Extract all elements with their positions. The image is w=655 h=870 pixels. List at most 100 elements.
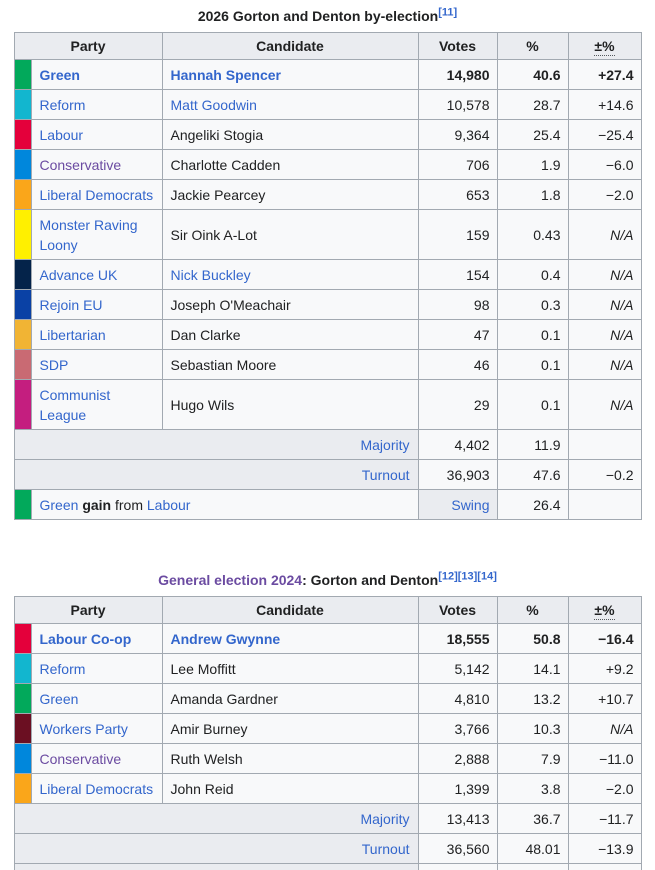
votes-cell: 18,555	[417, 623, 498, 654]
caption-text: 2026 Gorton and Denton by-election	[197, 8, 439, 24]
votes-cell: 47	[417, 319, 498, 350]
header-row: Party Candidate Votes % ±%	[13, 596, 642, 624]
votes-cell: 29	[417, 379, 498, 430]
result-party-link[interactable]: Green	[39, 497, 79, 513]
votes-cell: 14,980	[417, 59, 498, 90]
candidate-link[interactable]: Andrew Gwynne	[170, 631, 281, 647]
candidate-name: Amanda Gardner	[170, 691, 278, 707]
party-link[interactable]: League	[39, 407, 87, 423]
party-link[interactable]: SDP	[39, 357, 69, 373]
party-link[interactable]: Green	[39, 691, 79, 707]
party-cell: Communist League	[30, 379, 163, 430]
change-cell: N/A	[567, 289, 642, 320]
party-link[interactable]: Green	[39, 67, 80, 83]
party-cell: Advance UK	[30, 259, 163, 290]
turnout-link[interactable]: Turnout	[361, 841, 410, 857]
change-cell: +14.6	[567, 89, 642, 120]
candidate-cell: Sir Oink A-Lot	[161, 209, 419, 260]
party-cell: Green	[30, 683, 163, 714]
change-cell: −6.0	[567, 149, 642, 180]
party-link[interactable]: Advance UK	[39, 267, 118, 283]
party-cell: Reform	[30, 653, 163, 684]
majority-link[interactable]: Majority	[360, 437, 410, 453]
change-cell: N/A	[567, 319, 642, 350]
column-header-percent: %	[496, 596, 569, 624]
votes-cell: 36,560	[417, 833, 498, 864]
party-link[interactable]: Communist	[39, 387, 111, 403]
column-header-party: Party	[13, 32, 163, 60]
candidate-cell: Amir Burney	[161, 713, 419, 744]
change-cell: N/A	[567, 209, 642, 260]
party-link[interactable]: Conservative	[39, 751, 122, 767]
plus-minus-percent-abbr[interactable]: ±%	[594, 602, 615, 620]
candidate-name: Dan Clarke	[170, 327, 241, 343]
change-cell	[567, 489, 642, 520]
percent-cell: 0.1	[496, 379, 569, 430]
caption-election-link[interactable]: General election 2024	[158, 572, 303, 588]
party-link[interactable]: Reform	[39, 661, 86, 677]
percent-cell: 14.1	[496, 653, 569, 684]
candidate-cell: Dan Clarke	[161, 319, 419, 350]
column-header-percent: %	[496, 32, 569, 60]
majority-row: Majority 13,413 36.7 −11.7	[13, 803, 642, 834]
votes-cell: 5,142	[417, 653, 498, 684]
column-header-party: Party	[13, 596, 163, 624]
candidate-cell: Ruth Welsh	[161, 743, 419, 774]
candidate-name: Sebastian Moore	[170, 357, 277, 373]
candidate-cell: Hannah Spencer	[161, 59, 419, 90]
candidate-cell: John Reid	[161, 773, 419, 804]
summary-label-cell	[13, 863, 419, 870]
candidate-link[interactable]: Hannah Spencer	[170, 67, 281, 83]
percent-cell: 10.3	[496, 713, 569, 744]
party-link[interactable]: Loony	[39, 237, 78, 253]
turnout-link[interactable]: Turnout	[361, 467, 410, 483]
summary-label-cell: Majority	[13, 803, 419, 834]
party-link[interactable]: Rejoin EU	[39, 297, 103, 313]
majority-link[interactable]: Majority	[360, 811, 410, 827]
party-color-swatch	[13, 683, 32, 714]
party-color-swatch	[13, 289, 32, 320]
party-color-swatch	[13, 653, 32, 684]
percent-cell: 48.01	[496, 833, 569, 864]
party-link[interactable]: Libertarian	[39, 327, 106, 343]
percent-cell: 11.9	[496, 429, 569, 460]
party-link[interactable]: Reform	[39, 97, 86, 113]
result-party-link[interactable]: Labour	[146, 497, 191, 513]
party-cell: Liberal Democrats	[30, 179, 163, 210]
header-row: Party Candidate Votes % ±%	[13, 32, 642, 60]
change-cell: +9.2	[567, 653, 642, 684]
result-row-labour: Labour Angeliki Stogia 9,364 25.4 −25.4	[13, 119, 642, 150]
plus-minus-percent-abbr[interactable]: ±%	[594, 38, 615, 56]
votes-cell: 46	[417, 349, 498, 380]
general-election-2024-tbody: Labour Co-op Andrew Gwynne 18,555 50.8 −16.4…	[13, 623, 642, 870]
footnote-reference[interactable]: [11]	[438, 6, 458, 19]
candidate-link[interactable]: Matt Goodwin	[170, 97, 257, 113]
party-link[interactable]: Liberal Democrats	[39, 781, 154, 797]
party-color-swatch	[13, 623, 32, 654]
votes-cell: 98	[417, 289, 498, 320]
change-cell	[567, 429, 642, 460]
party-link[interactable]: Conservative	[39, 157, 122, 173]
party-cell: SDP	[30, 349, 163, 380]
candidate-cell: Jackie Pearcey	[161, 179, 419, 210]
footnote-reference[interactable]: [12][13][14]	[438, 570, 497, 583]
party-link[interactable]: Workers Party	[39, 721, 128, 737]
percent-cell: 40.6	[496, 59, 569, 90]
party-color-swatch	[13, 773, 32, 804]
change-cell: −0.2	[567, 459, 642, 490]
swing-link[interactable]: Swing	[451, 497, 490, 513]
result-text: from	[111, 497, 147, 513]
summary-label-cell: Turnout	[13, 459, 419, 490]
general-election-2024-caption: General election 2024: Gorton and Denton…	[13, 570, 642, 596]
votes-cell: 13,413	[417, 803, 498, 834]
party-cell: Workers Party	[30, 713, 163, 744]
candidate-link[interactable]: Nick Buckley	[170, 267, 251, 283]
party-link[interactable]: Liberal Democrats	[39, 187, 154, 203]
result-row-advance-uk: Advance UK Nick Buckley 154 0.4 N/A	[13, 259, 642, 290]
party-color-swatch	[13, 119, 32, 150]
change-cell: N/A	[567, 379, 642, 430]
party-link[interactable]: Monster Raving	[39, 217, 138, 233]
party-link[interactable]: Labour Co-op	[39, 631, 132, 647]
candidate-name: Joseph O'Meachair	[170, 297, 291, 313]
party-link[interactable]: Labour	[39, 127, 84, 143]
